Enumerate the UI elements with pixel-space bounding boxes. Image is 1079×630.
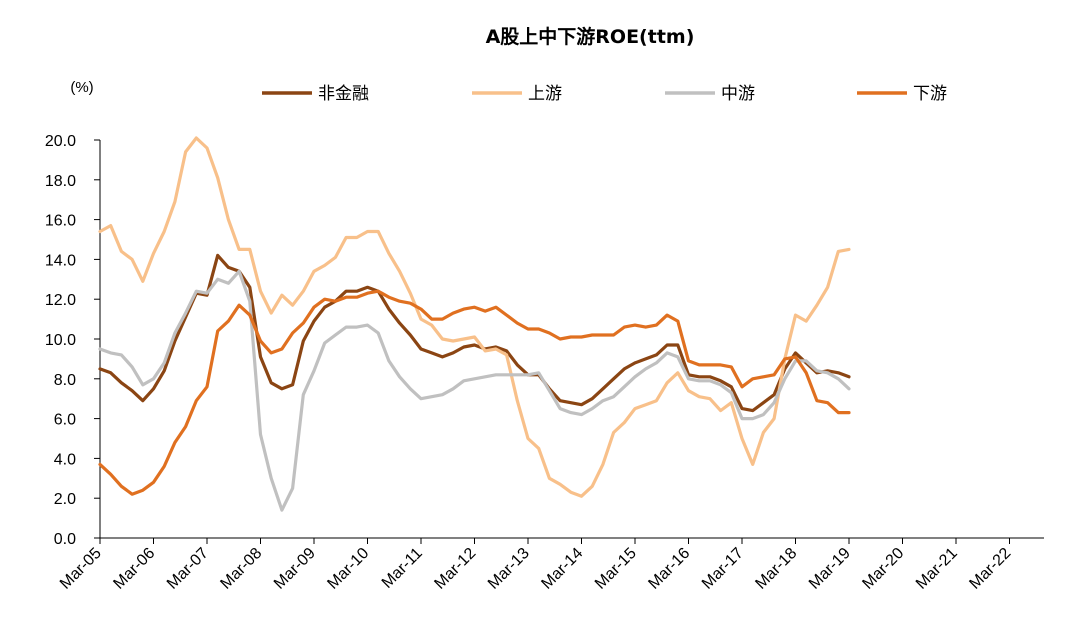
x-tick-label: Mar-21 [913, 545, 961, 593]
x-tick-label: Mar-14 [538, 545, 586, 593]
x-tick-label: Mar-05 [57, 545, 105, 593]
y-tick-label: 4.0 [54, 451, 76, 468]
x-tick-label: Mar-12 [431, 545, 479, 593]
y-tick-label: 12.0 [45, 292, 76, 309]
legend-label-1: 上游 [528, 84, 562, 104]
legend-label-0: 非金融 [318, 84, 369, 104]
x-tick-label: Mar-22 [966, 545, 1014, 593]
x-tick-label: Mar-13 [485, 545, 533, 593]
y-tick-label: 16.0 [45, 213, 76, 230]
y-tick-label: 2.0 [54, 491, 76, 508]
x-tick-label: Mar-11 [379, 545, 426, 592]
x-tick-label: Mar-16 [645, 545, 693, 593]
x-tick-label: Mar-08 [217, 545, 265, 593]
y-tick-label: 0.0 [54, 531, 76, 548]
series-line-2 [98, 269, 851, 512]
legend: 非金融 上游 中游 下游 [262, 84, 947, 104]
y-tick-label: 8.0 [54, 372, 76, 389]
y-tick-label: 18.0 [45, 173, 76, 190]
y-axis: 0.0 2.0 4.0 6.0 8.0 10.0 12.0 14.0 16.0 18.0 20.0 [45, 133, 101, 548]
x-tick-label: Mar-06 [110, 545, 158, 593]
y-tick-label: 14.0 [45, 252, 76, 269]
chart-title: A股上中下游ROE(ttm) [486, 25, 695, 48]
x-tick-label: Mar-18 [752, 545, 800, 593]
legend-label-2: 中游 [721, 84, 755, 104]
x-tick-label: Mar-15 [592, 545, 640, 593]
y-tick-label: 20.0 [45, 133, 76, 150]
y-tick-label: 10.0 [45, 332, 76, 349]
x-tick-label: Mar-10 [324, 545, 372, 593]
plot-area [98, 136, 851, 512]
series-line-1 [98, 136, 851, 498]
y-axis-unit: (%) [70, 79, 93, 96]
x-tick-label: Mar-07 [164, 545, 212, 593]
x-tick-label: Mar-17 [699, 545, 747, 593]
series-line-0 [98, 253, 851, 413]
x-tick-label: Mar-20 [859, 545, 907, 593]
x-axis: Mar-05 Mar-06 Mar-07 Mar-08 Mar-09 Mar-10 Mar-… [57, 537, 1044, 593]
legend-label-3: 下游 [913, 84, 947, 104]
x-tick-label: Mar-09 [271, 545, 319, 593]
y-tick-label: 6.0 [54, 412, 76, 429]
series-line-3 [98, 289, 851, 496]
x-tick-label: Mar-19 [806, 545, 854, 593]
